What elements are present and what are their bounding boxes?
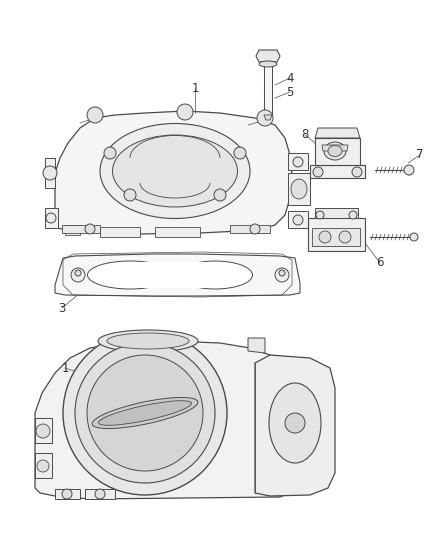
Circle shape <box>293 157 303 167</box>
Circle shape <box>95 489 105 499</box>
Circle shape <box>36 424 50 438</box>
Polygon shape <box>35 453 52 478</box>
Circle shape <box>339 231 351 243</box>
Polygon shape <box>55 489 80 499</box>
Bar <box>264 65 272 115</box>
Polygon shape <box>100 227 140 237</box>
Polygon shape <box>45 158 55 188</box>
Circle shape <box>214 189 226 201</box>
Polygon shape <box>264 115 272 120</box>
Ellipse shape <box>98 330 198 352</box>
Polygon shape <box>35 418 52 443</box>
Polygon shape <box>55 254 300 296</box>
Text: 8: 8 <box>301 128 309 141</box>
Circle shape <box>37 460 49 472</box>
Polygon shape <box>288 173 310 205</box>
Text: 3: 3 <box>58 302 66 314</box>
Polygon shape <box>85 489 115 499</box>
Ellipse shape <box>107 333 189 349</box>
Circle shape <box>85 224 95 234</box>
Circle shape <box>104 147 116 159</box>
Polygon shape <box>312 228 360 246</box>
Circle shape <box>352 167 362 177</box>
Ellipse shape <box>99 401 191 425</box>
Circle shape <box>279 270 285 276</box>
Ellipse shape <box>259 61 277 67</box>
Ellipse shape <box>328 146 342 157</box>
Ellipse shape <box>88 261 173 289</box>
Ellipse shape <box>324 142 346 160</box>
Polygon shape <box>288 153 308 170</box>
Circle shape <box>285 413 305 433</box>
Circle shape <box>46 213 56 223</box>
Circle shape <box>87 107 103 123</box>
Text: 5: 5 <box>286 85 294 99</box>
Polygon shape <box>308 218 365 251</box>
Ellipse shape <box>177 261 252 289</box>
Ellipse shape <box>113 135 237 207</box>
Polygon shape <box>155 227 200 237</box>
Circle shape <box>313 167 323 177</box>
Circle shape <box>250 224 260 234</box>
Polygon shape <box>310 165 365 178</box>
Circle shape <box>43 166 57 180</box>
Polygon shape <box>45 208 58 228</box>
Text: 7: 7 <box>416 149 424 161</box>
Polygon shape <box>315 128 360 138</box>
Text: 1: 1 <box>191 82 199 94</box>
Circle shape <box>257 110 273 126</box>
Circle shape <box>71 268 85 282</box>
Polygon shape <box>256 50 280 62</box>
Circle shape <box>75 270 81 276</box>
Circle shape <box>404 165 414 175</box>
Circle shape <box>410 233 418 241</box>
Circle shape <box>293 215 303 225</box>
Ellipse shape <box>291 179 307 199</box>
Circle shape <box>87 355 203 471</box>
Circle shape <box>316 211 324 219</box>
Polygon shape <box>315 208 358 218</box>
Polygon shape <box>248 338 265 353</box>
Polygon shape <box>55 111 292 234</box>
Polygon shape <box>255 355 335 496</box>
Circle shape <box>124 189 136 201</box>
Polygon shape <box>65 225 80 235</box>
Polygon shape <box>62 225 100 233</box>
Text: 6: 6 <box>376 256 384 270</box>
Circle shape <box>62 489 72 499</box>
Ellipse shape <box>92 398 198 429</box>
Circle shape <box>319 231 331 243</box>
Ellipse shape <box>269 383 321 463</box>
Circle shape <box>234 147 246 159</box>
Ellipse shape <box>100 124 250 219</box>
Polygon shape <box>35 341 302 499</box>
Polygon shape <box>288 211 308 228</box>
Circle shape <box>177 104 193 120</box>
Circle shape <box>275 268 289 282</box>
Circle shape <box>349 211 357 219</box>
Bar <box>130 262 215 288</box>
Polygon shape <box>315 138 360 165</box>
Circle shape <box>63 331 227 495</box>
Polygon shape <box>322 145 348 151</box>
Circle shape <box>75 343 215 483</box>
Text: 4: 4 <box>286 71 294 85</box>
Polygon shape <box>230 225 270 233</box>
Text: 1: 1 <box>61 361 69 375</box>
